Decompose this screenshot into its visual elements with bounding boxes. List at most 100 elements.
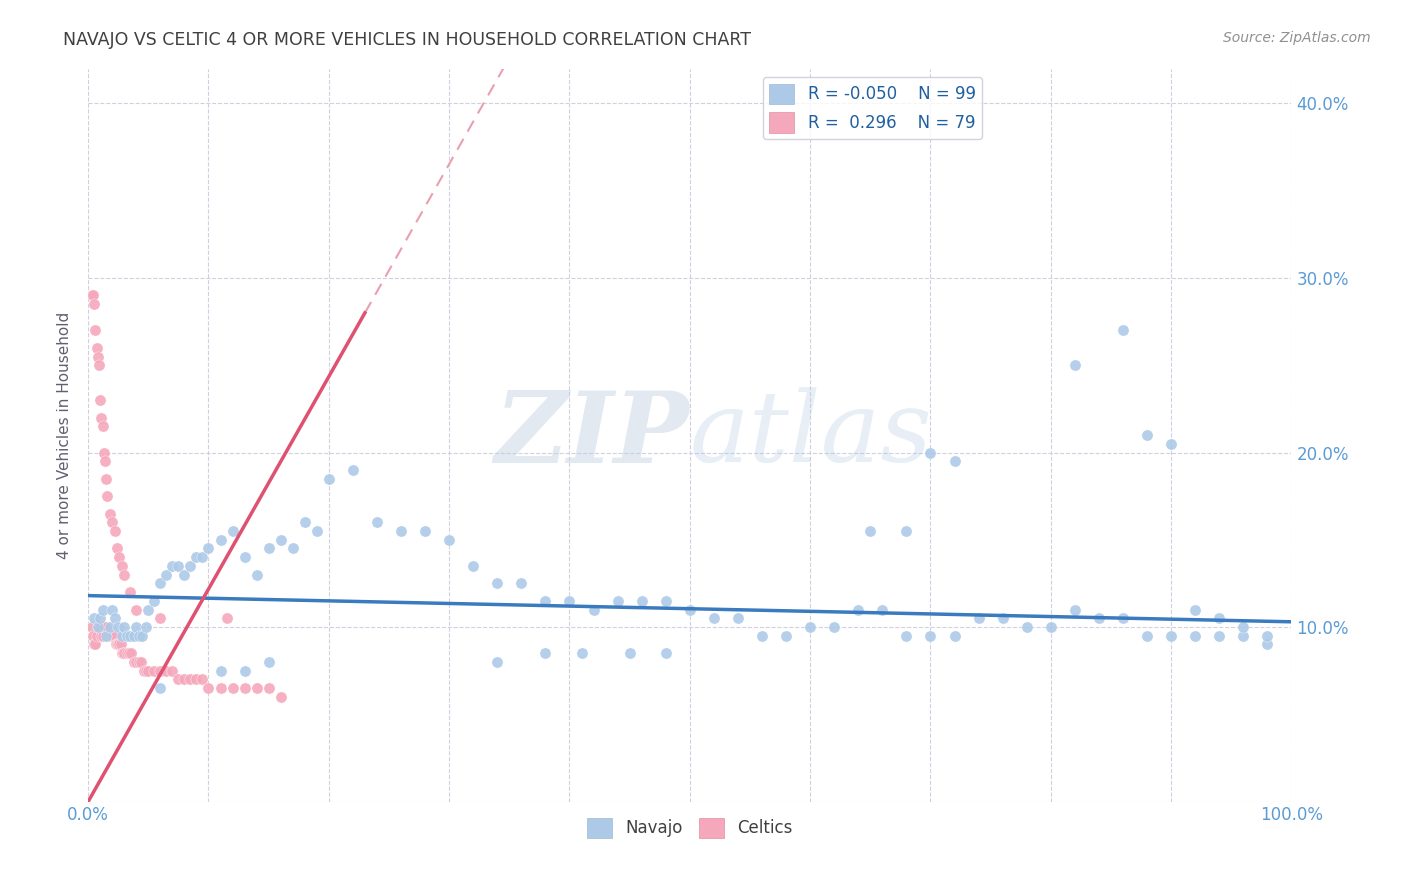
Point [197,541,219,556]
Point [751,629,773,643]
Point [91,602,114,616]
Point [94,620,117,634]
Point [120,629,142,643]
Point [111,629,134,643]
Point [859,524,882,538]
Point [318,472,340,486]
Point [1256,638,1278,652]
Point [823,620,845,634]
Point [89,620,111,634]
Point [967,611,990,625]
Point [558,594,581,608]
Point [162,664,184,678]
Point [111,646,134,660]
Legend: Navajo, Celtics: Navajo, Celtics [581,811,800,845]
Point [96,629,118,643]
Point [1160,629,1182,643]
Point [90,410,112,425]
Point [413,524,436,538]
Y-axis label: 4 or more Vehicles in Household: 4 or more Vehicles in Household [58,311,72,558]
Point [1112,323,1135,337]
Point [233,664,256,678]
Point [486,655,509,669]
Point [179,673,201,687]
Point [246,681,269,695]
Point [131,629,153,643]
Point [215,611,238,625]
Point [221,524,243,538]
Point [136,602,159,616]
Point [91,629,114,643]
Text: atlas: atlas [690,387,932,483]
Point [630,594,652,608]
Point [1160,437,1182,451]
Point [534,594,557,608]
Point [96,620,118,634]
Point [799,620,821,634]
Point [100,629,122,643]
Point [107,620,129,634]
Point [90,629,112,643]
Point [101,516,124,530]
Point [209,533,232,547]
Point [896,524,918,538]
Point [84,638,107,652]
Point [1063,358,1085,372]
Point [132,664,155,678]
Point [87,620,110,634]
Point [149,664,172,678]
Point [104,611,127,625]
Point [209,664,232,678]
Point [84,323,107,337]
Point [89,611,111,625]
Point [1015,620,1038,634]
Text: Source: ZipAtlas.com: Source: ZipAtlas.com [1223,31,1371,45]
Point [896,629,918,643]
Point [83,638,105,652]
Point [112,646,135,660]
Point [96,489,118,503]
Point [112,646,135,660]
Point [108,550,131,565]
Point [270,690,292,704]
Point [1136,428,1159,442]
Point [437,533,460,547]
Point [96,472,118,486]
Point [155,664,177,678]
Point [991,611,1014,625]
Point [136,664,159,678]
Point [155,567,177,582]
Point [91,419,114,434]
Point [115,646,138,660]
Point [149,681,172,695]
Point [105,638,128,652]
Point [197,681,219,695]
Point [93,620,115,634]
Point [105,541,128,556]
Point [112,620,135,634]
Point [143,594,166,608]
Point [135,620,157,634]
Point [87,620,110,634]
Point [122,655,145,669]
Point [104,524,127,538]
Point [872,602,894,616]
Point [111,558,134,573]
Point [1208,629,1230,643]
Text: ZIP: ZIP [495,387,690,483]
Point [257,541,280,556]
Point [83,297,105,311]
Point [94,454,117,468]
Point [1063,602,1085,616]
Point [121,646,143,660]
Point [149,611,172,625]
Point [209,681,232,695]
Point [120,585,142,599]
Point [221,681,243,695]
Point [122,629,145,643]
Point [366,516,388,530]
Point [1112,611,1135,625]
Point [257,681,280,695]
Point [115,629,138,643]
Point [463,558,485,573]
